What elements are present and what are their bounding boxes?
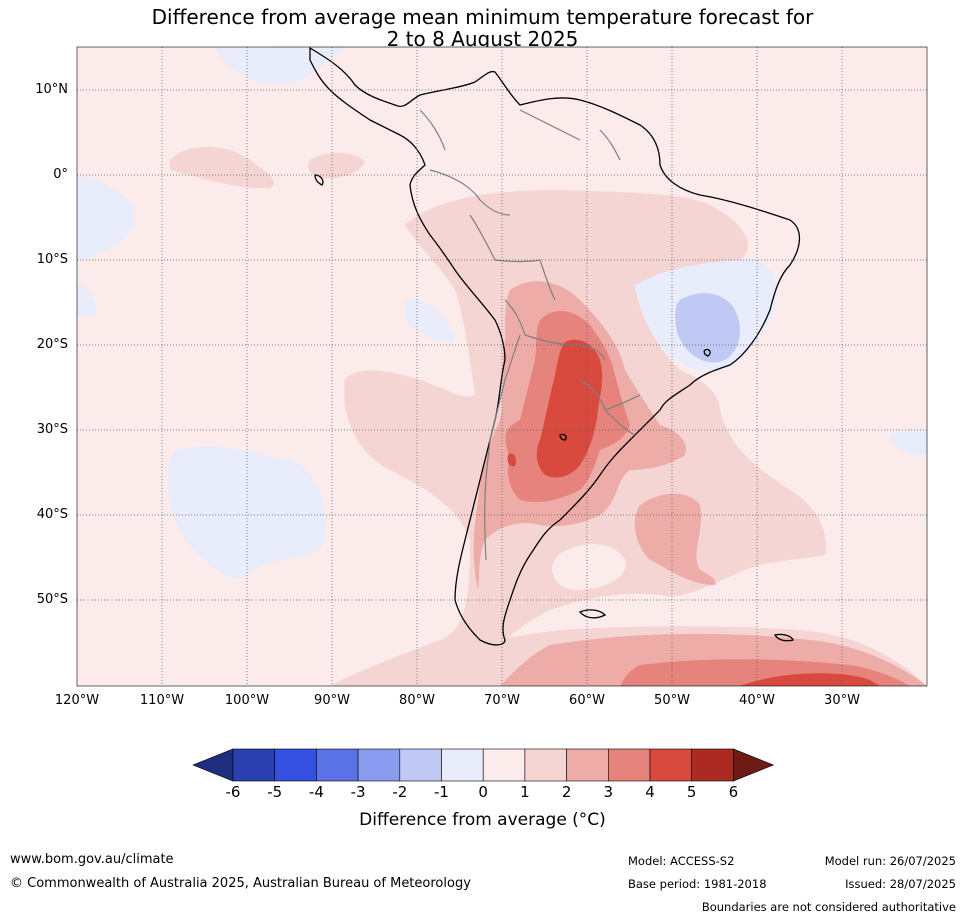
warm-anomaly-4-5 [507,339,880,686]
website-link[interactable]: www.bom.gov.au/climate [10,852,174,867]
map-title-line1: Difference from average mean minimum tem… [151,5,814,29]
lon-label-40w: 40°W [739,693,775,708]
colorbar-segment [399,748,442,782]
colorbar-segment [607,748,651,782]
lat-label-10n: 10°N [35,82,68,97]
lat-label-20s: 20°S [36,337,68,352]
colorbar-tick-label: 2 [561,783,572,801]
colorbar-tick-label: -4 [308,783,324,801]
lon-label-90w: 90°W [314,693,350,708]
colorbar-segment [316,748,359,782]
issued-text: Issued: 28/07/2025 [845,877,956,891]
lon-label-60w: 60°W [569,693,605,708]
lat-label-0: 0° [53,167,68,182]
colorbar-tick-label: 0 [478,783,488,801]
cool-anomaly-core [675,293,740,363]
lat-label-50s: 50°S [36,592,68,607]
lon-label-50w: 50°W [654,693,690,708]
colorbar-segment [649,748,693,782]
lon-label-120w: 120°W [54,693,100,708]
colorbar-segment [566,748,609,782]
lon-label-70w: 70°W [484,693,520,708]
colorbar-segment [441,748,484,782]
colorbar-segment [357,748,401,782]
colorbar-segment [482,748,526,782]
colorbar-tick-label: 3 [603,783,614,801]
model-text: Model: ACCESS-S2 [628,854,735,868]
colorbar-tick-label: -1 [434,783,449,801]
colorbar-label: Difference from average (°C) [359,810,606,830]
colorbar-tick-label: 4 [645,783,655,801]
colorbar-tick-label: 1 [520,783,530,801]
copyright-text: © Commonwealth of Australia 2025, Austra… [10,876,471,891]
lon-label-100w: 100°W [224,693,270,708]
lon-label-110w: 110°W [139,693,185,708]
colorbar-tick-label: -6 [225,783,241,801]
lat-label-10s: 10°S [36,252,68,267]
graticule [77,47,927,686]
colorbar-tick-label: 5 [686,783,697,801]
colorbar-tick-label: 6 [728,783,739,801]
colorbar-segment [232,748,276,782]
colorbar-tick-label: -5 [267,783,283,801]
lat-label-30s: 30°S [36,422,68,437]
warm-anomaly-0-1-pocket [552,544,626,590]
colorbar-segment [524,748,567,782]
map-title-line2: 2 to 8 August 2025 [386,27,579,51]
lat-label-40s: 40°S [36,507,68,522]
colorbar-segment [691,748,734,782]
lon-label-30w: 30°W [824,693,860,708]
disclaimer-text: Boundaries are not considered authoritat… [701,900,956,914]
base-period-text: Base period: 1981-2018 [628,877,767,891]
colorbar-extend-low [192,748,234,782]
colorbar-segment [274,748,317,782]
colorbar-extend-high [733,748,775,782]
colorbar-tick-label: -3 [350,783,366,801]
lon-label-80w: 80°W [399,693,435,708]
country-borders [419,109,641,561]
colorbar-tick-label: -2 [392,783,408,801]
model-run-text: Model run: 26/07/2025 [824,854,956,868]
map-frame [76,46,928,687]
